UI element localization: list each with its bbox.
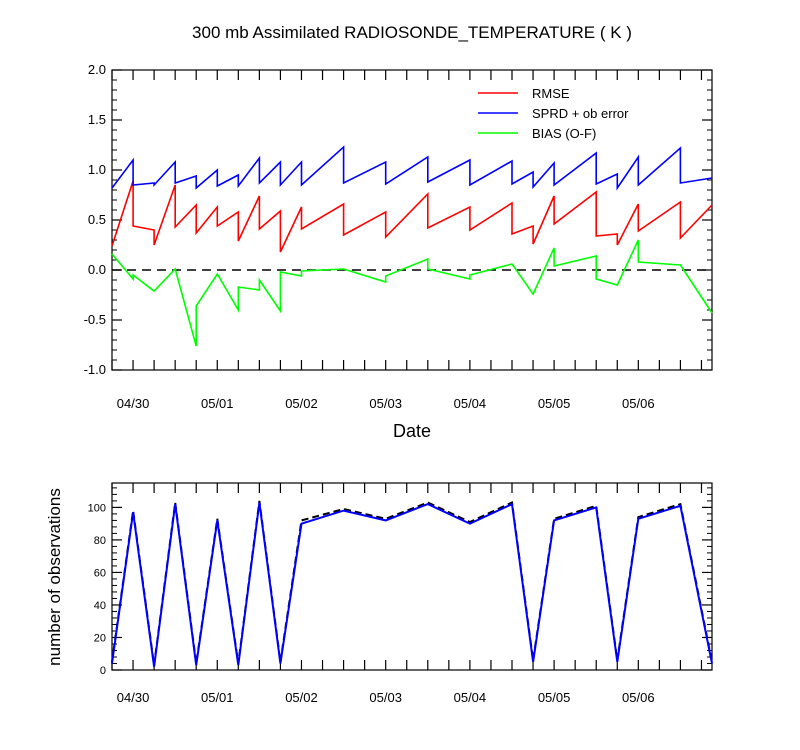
x-tick-label: 05/04 <box>454 396 487 411</box>
x-tick-label: 04/30 <box>117 396 150 411</box>
plot-frame <box>111 482 713 671</box>
y-tick-label: 0.0 <box>88 262 106 277</box>
series-line-used <box>111 502 713 667</box>
y-axis-label: number of observations <box>45 488 64 666</box>
x-tick-label: 05/02 <box>285 690 318 705</box>
y-tick-label: 1.0 <box>88 162 106 177</box>
x-tick-label: 05/06 <box>622 690 655 705</box>
y-tick-label: 2.0 <box>88 62 106 77</box>
series-line-sprd-ob-error <box>111 145 713 191</box>
x-axis-label: Date <box>393 421 431 441</box>
legend-label: BIAS (O-F) <box>532 126 596 141</box>
x-tick-label: 05/02 <box>285 396 318 411</box>
y-tick-label: 0 <box>100 665 106 677</box>
y-tick-label: 80 <box>94 535 106 547</box>
y-tick-label: 1.5 <box>88 112 106 127</box>
x-tick-label: 05/06 <box>622 396 655 411</box>
series-line-possible <box>111 500 713 666</box>
x-tick-label: 05/04 <box>454 690 487 705</box>
x-tick-label: 05/05 <box>538 690 571 705</box>
legend-label: SPRD + ob error <box>532 106 629 121</box>
y-tick-label: 20 <box>94 632 106 644</box>
x-tick-label: 05/03 <box>369 690 402 705</box>
x-tick-label: 05/03 <box>369 396 402 411</box>
y-tick-label: 60 <box>94 567 106 579</box>
chart-title: 300 mb Assimilated RADIOSONDE_TEMPERATUR… <box>192 23 632 42</box>
y-tick-label: 40 <box>94 600 106 612</box>
x-tick-label: 05/01 <box>201 396 234 411</box>
y-tick-label: -1.0 <box>84 362 106 377</box>
series-line-rmse <box>111 180 713 253</box>
y-tick-label: 0.5 <box>88 212 106 227</box>
y-tick-label: 100 <box>88 502 106 514</box>
x-tick-label: 04/30 <box>117 690 150 705</box>
top-plot: -1.0 -0.5 0.0 0.5 1.0 1.5 2.0 04/30 05/01 05/02 05… <box>84 62 713 411</box>
legend-label: RMSE <box>532 86 570 101</box>
bottom-plot: 0 20 40 60 80 100 04/30 05/01 05/02 05/03 05/04 05/… <box>88 482 713 705</box>
y-tick-label: -0.5 <box>84 312 106 327</box>
x-tick-label: 05/05 <box>538 396 571 411</box>
series-line-bias-o-f <box>111 239 713 347</box>
x-tick-label: 05/01 <box>201 690 234 705</box>
